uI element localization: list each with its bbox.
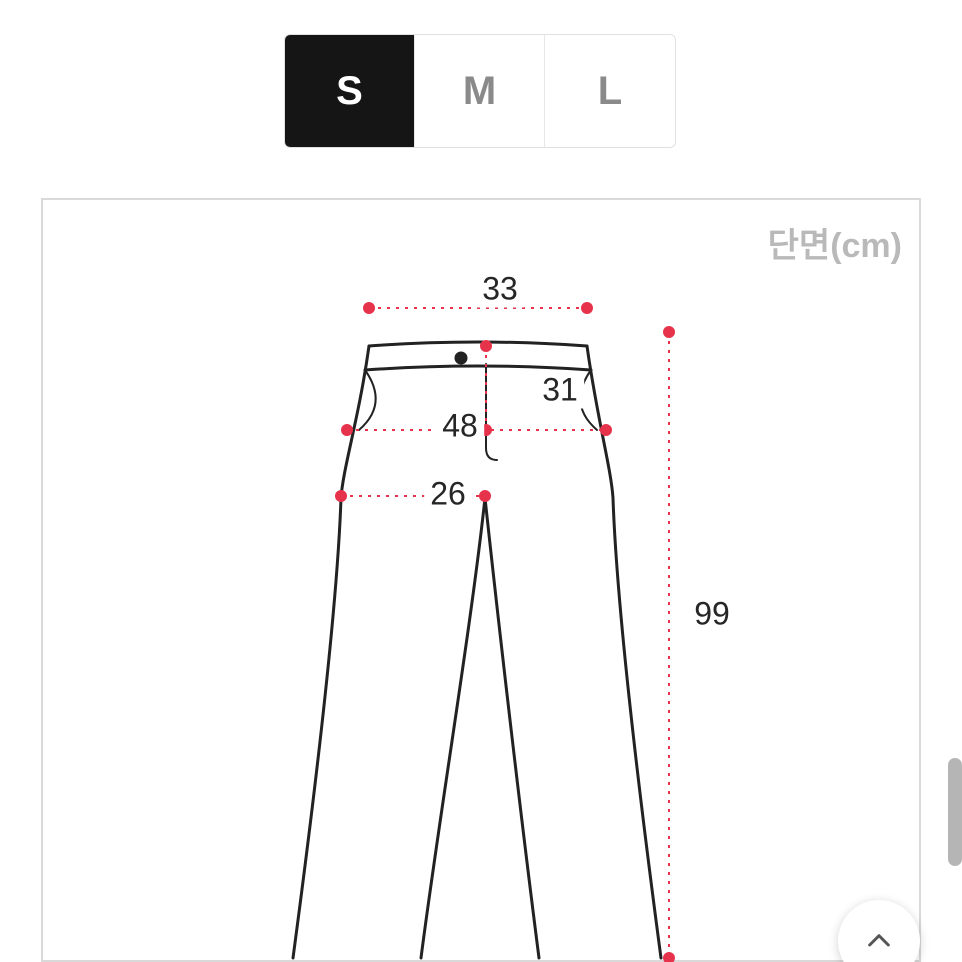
arrow-up-icon [863,925,895,957]
size-tab-s[interactable]: S [285,35,415,147]
measure-length: 99 [688,596,736,633]
size-selector: S M L [284,34,676,148]
scrollbar-thumb[interactable] [948,758,962,866]
size-tab-m[interactable]: M [415,35,545,147]
measure-hip: 48 [436,408,484,445]
measurement-diagram-frame [41,198,921,962]
measure-rise: 31 [536,372,584,409]
unit-label: 단면(cm) [768,218,902,267]
measure-thigh: 26 [424,476,472,513]
measure-waist: 33 [476,271,524,308]
size-tab-l[interactable]: L [545,35,675,147]
